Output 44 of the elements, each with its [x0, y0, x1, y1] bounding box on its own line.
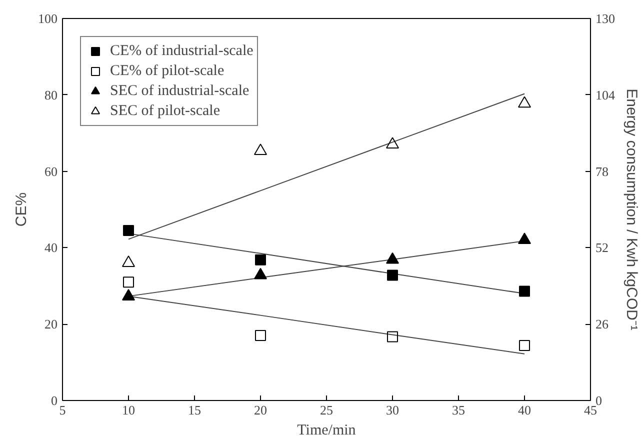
point: [254, 268, 267, 280]
y2-tick-label: 78: [596, 164, 608, 179]
point: [122, 289, 135, 300]
y-tick-label: 20: [44, 316, 58, 332]
legend-label: CE% of industrial-scale: [110, 42, 254, 60]
x-tick-label: 30: [386, 402, 399, 418]
point: [519, 340, 530, 351]
y-tick-label: 0: [51, 393, 58, 408]
point: [123, 225, 134, 236]
y2-tick-label: 0: [596, 393, 602, 408]
point: [387, 331, 398, 342]
x-tick-label: 15: [188, 402, 201, 418]
x-tick-label: 5: [59, 402, 66, 418]
y-tick-label: 100: [38, 11, 58, 26]
point: [518, 96, 531, 108]
x-tick-label: 10: [122, 402, 135, 418]
x-tick-label: 20: [254, 402, 267, 418]
x-tick-label: 25: [320, 402, 333, 418]
x-tick-label: 45: [584, 402, 597, 418]
y2-tick-label: 104: [596, 87, 616, 102]
y-tick-label: 60: [44, 164, 58, 179]
point: [123, 276, 134, 288]
point: [122, 256, 135, 267]
y-tick-label: 80: [44, 87, 58, 102]
x-tick-label: 35: [452, 402, 465, 418]
y-axis-title: CE%: [13, 192, 30, 227]
x-axis-title: Time/min: [297, 422, 356, 438]
point: [519, 286, 530, 297]
y2-axis-title: Energy consumption / Kwh kgCOD⁻¹: [623, 88, 640, 330]
y2-tick-label: 130: [596, 11, 615, 26]
y-tick-label: 40: [44, 240, 58, 256]
y2-tick-label: 26: [596, 316, 609, 332]
point: [255, 330, 266, 342]
point: [254, 144, 267, 155]
point: [386, 137, 399, 149]
legend-label: CE% of pilot-scale: [110, 62, 224, 80]
x-tick-label: 40: [518, 402, 531, 418]
point: [255, 254, 266, 266]
legend-label: SEC of pilot-scale: [110, 102, 220, 120]
y2-tick-label: 52: [596, 240, 608, 256]
point: [518, 232, 531, 244]
point: [387, 270, 398, 281]
legend-label: SEC of industrial-scale: [110, 82, 250, 100]
point: [386, 252, 399, 264]
